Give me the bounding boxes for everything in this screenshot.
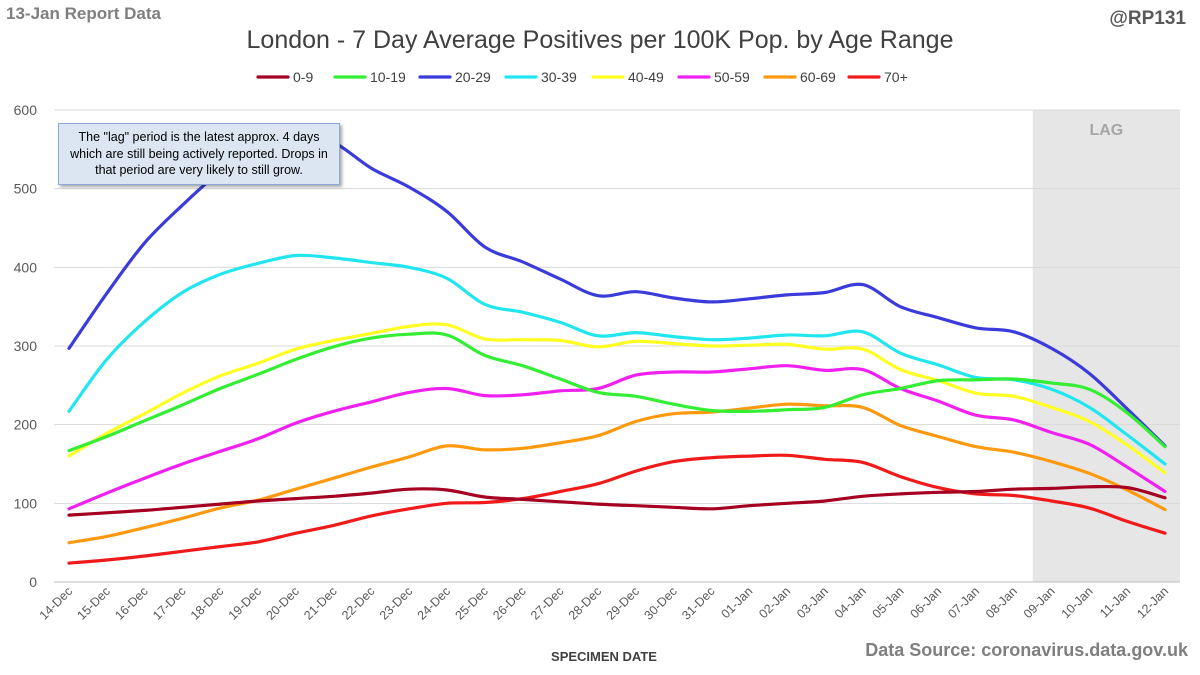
x-tick-label: 19-Dec xyxy=(226,584,264,622)
x-tick-label: 26-Dec xyxy=(490,584,528,622)
x-axis-label: SPECIMEN DATE xyxy=(551,649,657,664)
x-tick-label: 10-Jan xyxy=(1059,584,1096,621)
y-tick-label: 500 xyxy=(14,181,38,197)
legend-label-50-59: 50-59 xyxy=(714,69,750,85)
legend-label-40-49: 40-49 xyxy=(628,69,664,85)
y-tick-label: 100 xyxy=(14,495,38,511)
series-line-70+ xyxy=(67,453,1167,565)
x-tick-label: 18-Dec xyxy=(188,584,226,622)
x-tick-label: 15-Dec xyxy=(75,584,113,622)
data-source-label: Data Source: coronavirus.data.gov.uk xyxy=(865,640,1188,660)
x-tick-label: 12-Jan xyxy=(1134,584,1171,621)
x-tick-label: 25-Dec xyxy=(452,584,490,622)
x-tick-label: 21-Dec xyxy=(301,584,339,622)
legend-label-10-19: 10-19 xyxy=(370,69,406,85)
series-line-0-9 xyxy=(67,484,1167,517)
gridlines xyxy=(54,109,1180,583)
x-tick-label: 06-Jan xyxy=(907,584,944,621)
legend-label-0-9: 0-9 xyxy=(293,69,313,85)
series-line-30-39 xyxy=(67,253,1167,466)
x-tick-label: 27-Dec xyxy=(528,584,566,622)
legend: 0-9 10-19 20-29 30-39 40-49 50-59 60-69 70+ xyxy=(256,69,908,85)
y-tick-label: 400 xyxy=(14,259,38,275)
x-tick-label: 02-Jan xyxy=(756,584,793,621)
author-handle: @RP131 xyxy=(1109,8,1186,29)
x-tick-label: 16-Dec xyxy=(112,584,150,622)
x-tick-label: 20-Dec xyxy=(263,584,301,622)
x-tick-label: 05-Jan xyxy=(870,584,907,621)
x-tick-label: 11-Jan xyxy=(1097,584,1133,620)
x-tick-label: 01-Jan xyxy=(718,584,755,621)
x-tick-label: 31-Dec xyxy=(679,584,717,622)
x-tick-label: 14-Dec xyxy=(37,584,75,622)
series-line-40-49 xyxy=(67,322,1167,475)
series-line-10-19 xyxy=(67,331,1167,453)
y-tick-label: 0 xyxy=(29,574,37,590)
y-tick-label: 600 xyxy=(14,102,38,118)
x-tick-label: 08-Jan xyxy=(983,584,1020,621)
x-tick-label: 22-Dec xyxy=(339,584,377,622)
y-axis-ticks: 0 100 200 300 400 500 600 xyxy=(14,102,38,590)
report-date-tag: 13-Jan Report Data xyxy=(6,4,161,23)
x-tick-label: 30-Dec xyxy=(641,584,679,622)
x-tick-label: 04-Jan xyxy=(832,584,869,621)
lag-note-callout: The "lag" period is the latest approx. 4… xyxy=(58,123,340,185)
x-tick-label: 17-Dec xyxy=(150,584,188,622)
x-tick-label: 23-Dec xyxy=(377,584,415,622)
series-lines xyxy=(67,130,1167,565)
y-tick-label: 300 xyxy=(14,338,38,354)
lag-label: LAG xyxy=(1089,122,1123,139)
x-tick-label: 29-Dec xyxy=(604,584,642,622)
x-axis-ticks: 14-Dec 15-Dec 16-Dec 17-Dec 18-Dec 19-Dec 20-D… xyxy=(37,584,1171,622)
y-tick-label: 200 xyxy=(14,417,38,433)
series-line-50-59 xyxy=(67,364,1167,511)
legend-label-30-39: 30-39 xyxy=(541,69,577,85)
legend-label-70+: 70+ xyxy=(884,69,908,85)
legend-label-60-69: 60-69 xyxy=(800,69,836,85)
x-tick-label: 03-Jan xyxy=(794,584,831,621)
x-tick-label: 28-Dec xyxy=(566,584,604,622)
x-tick-label: 09-Jan xyxy=(1021,584,1058,621)
x-tick-label: 24-Dec xyxy=(415,584,453,622)
chart-title: London - 7 Day Average Positives per 100… xyxy=(246,26,954,54)
legend-label-20-29: 20-29 xyxy=(455,69,491,85)
x-tick-label: 07-Jan xyxy=(945,584,982,621)
